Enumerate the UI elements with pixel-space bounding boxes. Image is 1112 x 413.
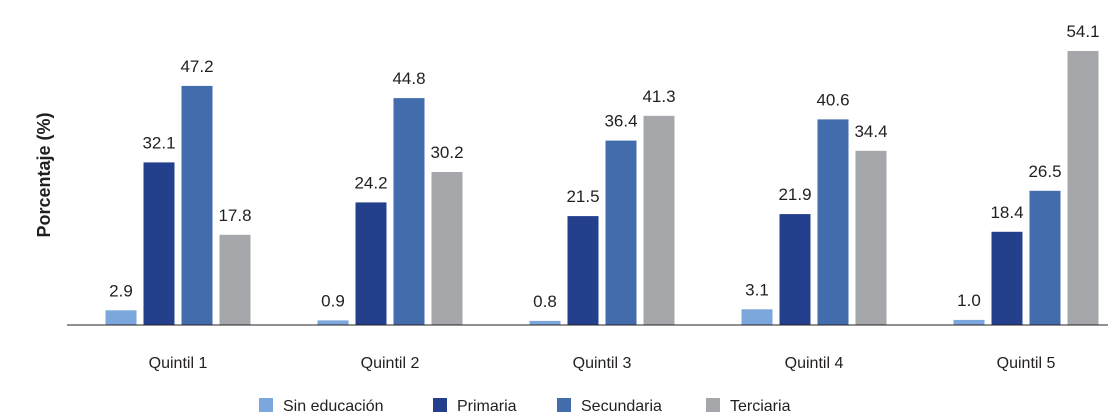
x-tick-label-3: Quintil 3 [573,355,632,372]
data-label-1-1: 2.9 [109,281,133,300]
data-label-4-5: 54.1 [1066,22,1099,41]
x-tick-label-5: Quintil 5 [997,355,1056,372]
legend-label-1: Sin educación [283,398,384,413]
legend-swatch-1 [259,398,273,412]
x-tick-label-2: Quintil 2 [361,355,420,372]
data-label-2-3: 21.5 [566,187,599,206]
data-label-2-2: 24.2 [354,173,387,192]
data-label-1-4: 3.1 [745,280,769,299]
x-tick-labels-group: Quintil 1 Quintil 2 Quintil 3 Quintil 4 Quin… [149,355,1056,372]
data-label-2-4: 21.9 [778,185,811,204]
bar-1-2 [317,320,349,325]
bar-4-5 [1067,51,1099,325]
bar-4-4 [855,150,887,325]
bar-3-2 [393,98,425,325]
bar-3-5 [1029,190,1061,325]
legend-item-1: Sin educación [259,398,384,413]
legend-swatch-4 [706,398,720,412]
legend-item-2: Primaria [433,398,517,413]
bar-4-3 [643,115,675,325]
bar-4-1 [219,234,251,325]
bar-1-3 [529,320,561,325]
data-label-3-5: 26.5 [1028,162,1061,181]
data-label-2-5: 18.4 [990,203,1023,222]
data-label-2-1: 32.1 [142,133,175,152]
data-label-3-3: 36.4 [604,112,637,131]
bar-1-5 [953,319,985,325]
legend-swatch-2 [433,398,447,412]
legend-item-4: Terciaria [706,398,791,413]
bar-1-4 [741,309,773,325]
bar-2-5 [991,231,1023,325]
data-label-1-3: 0.8 [533,292,557,311]
bar-2-1 [143,162,175,325]
data-label-4-3: 41.3 [642,87,675,106]
data-label-4-2: 30.2 [430,143,463,162]
bar-2-4 [779,214,811,325]
bar-3-3 [605,140,637,325]
legend-label-2: Primaria [457,398,517,413]
data-label-4-1: 17.8 [218,206,251,225]
data-labels-group: 2.9 0.9 0.8 3.1 1.0 32.1 24.2 21.5 21.9 18.4 47.2 4… [109,22,1099,311]
legend: Sin educación Primaria Secundaria Terciaria [259,398,791,413]
data-label-1-2: 0.9 [321,291,345,310]
x-tick-label-1: Quintil 1 [149,355,208,372]
data-label-3-1: 47.2 [180,57,213,76]
bars-group [105,51,1099,326]
data-label-1-5: 1.0 [957,291,981,310]
y-axis-label: Porcentaje (%) [34,112,54,237]
legend-label-3: Secundaria [581,398,662,413]
bar-1-1 [105,310,137,325]
data-label-3-4: 40.6 [816,90,849,109]
data-label-4-4: 34.4 [854,122,887,141]
bar-2-3 [567,216,599,325]
bar-3-4 [817,119,849,326]
data-label-3-2: 44.8 [392,69,425,88]
legend-swatch-3 [557,398,571,412]
x-tick-label-4: Quintil 4 [785,355,844,372]
bar-4-2 [431,172,463,325]
legend-label-4: Terciaria [730,398,791,413]
legend-item-3: Secundaria [557,398,662,413]
bar-3-1 [181,85,213,326]
bar-2-2 [355,202,387,325]
